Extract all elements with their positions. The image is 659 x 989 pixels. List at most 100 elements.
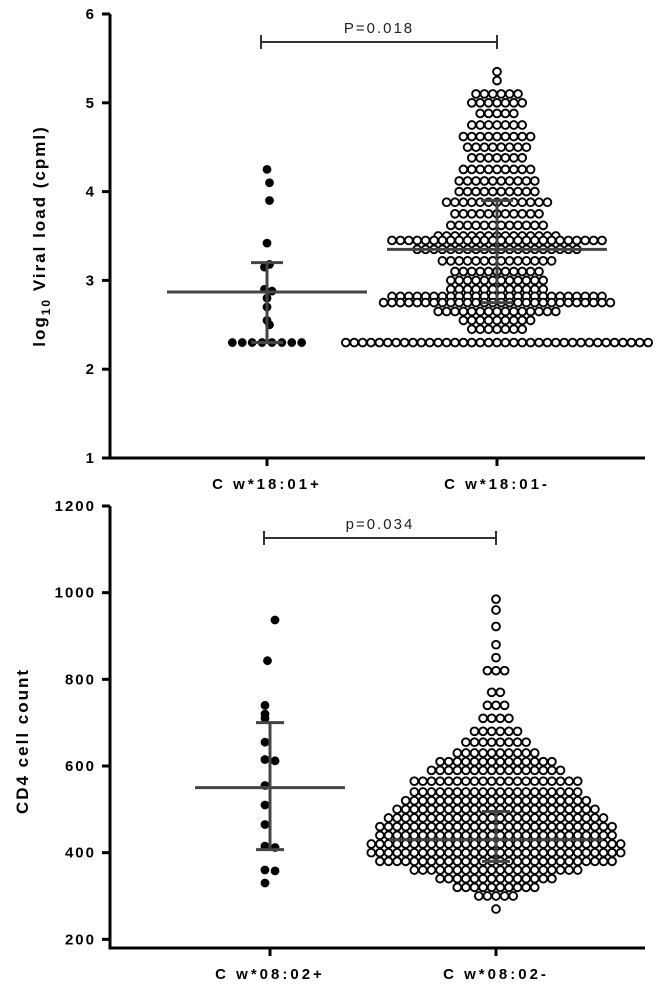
data-point: [512, 765, 523, 776]
data-point: [479, 89, 490, 99]
data-point: [387, 297, 397, 308]
data-point: [443, 813, 454, 823]
data-point: [461, 882, 471, 893]
data-point: [426, 856, 437, 867]
data-point: [597, 297, 607, 308]
data-point: [607, 856, 617, 867]
data-point: [513, 256, 523, 266]
x-category-label: C w*18:01+: [212, 476, 322, 493]
data-point: [478, 787, 488, 797]
data-point: [581, 839, 592, 849]
data-point: [508, 315, 519, 326]
data-point: [454, 256, 465, 266]
data-point: [458, 337, 469, 348]
data-point: [504, 756, 514, 767]
data-point: [462, 297, 473, 308]
data-point: [473, 891, 484, 901]
data-point: [466, 324, 477, 335]
data-point: [529, 830, 540, 841]
data-point: [607, 821, 617, 832]
data-point: [495, 873, 506, 884]
data-point: [486, 776, 497, 787]
data-point: [418, 821, 428, 832]
data-point: [492, 306, 502, 317]
data-point: [486, 813, 497, 823]
data-point: [512, 748, 523, 758]
data-point: [383, 839, 394, 849]
data-point: [483, 208, 494, 219]
data-point: [534, 337, 544, 348]
data-point: [483, 306, 494, 317]
data-point: [521, 856, 531, 867]
data-point: [454, 220, 465, 231]
data-point: [486, 795, 497, 806]
data-point: [469, 737, 480, 748]
data-point: [403, 235, 414, 246]
data-point: [475, 153, 486, 163]
data-point: [538, 821, 549, 832]
data-point: [461, 873, 471, 884]
data-point: [357, 337, 368, 348]
data-point: [491, 891, 501, 901]
data-point: [262, 238, 272, 248]
data-point: [563, 297, 574, 308]
data-point: [564, 776, 574, 787]
data-point: [572, 795, 583, 806]
data-point: [492, 120, 502, 130]
data-point: [504, 882, 514, 893]
data-point: [445, 220, 456, 231]
data-point: [564, 787, 574, 797]
data-point: [500, 208, 511, 219]
data-point: [400, 830, 411, 841]
data-point: [529, 821, 540, 832]
data-point: [260, 878, 270, 888]
data-point: [512, 804, 523, 815]
data-point: [508, 208, 519, 219]
data-point: [418, 847, 428, 858]
data-point: [529, 176, 540, 186]
data-point: [504, 776, 514, 787]
data-point: [461, 787, 471, 797]
data-point: [483, 266, 494, 277]
data-point: [581, 795, 592, 806]
data-point: [443, 776, 454, 787]
data-point: [492, 337, 502, 348]
data-point: [400, 821, 411, 832]
p-value-annotation: p=0.034: [346, 516, 415, 533]
data-point: [588, 235, 599, 246]
data-point: [521, 748, 531, 758]
data-point: [433, 337, 444, 348]
data-point: [525, 266, 536, 277]
data-point: [349, 337, 360, 348]
data-point: [555, 235, 565, 246]
data-point: [504, 830, 514, 841]
data-point: [443, 865, 454, 875]
data-point: [547, 873, 557, 884]
data-point: [504, 873, 514, 884]
data-point: [452, 787, 463, 797]
data-point: [529, 765, 540, 776]
data-point: [618, 337, 628, 348]
data-point: [375, 839, 385, 849]
data-point: [486, 865, 497, 875]
data-point: [475, 131, 486, 142]
data-point: [571, 297, 582, 308]
data-point: [495, 726, 506, 737]
data-point: [400, 795, 411, 806]
data-point: [521, 765, 531, 776]
data-point: [461, 830, 471, 841]
data-point: [588, 297, 599, 308]
data-point: [486, 839, 497, 849]
data-point: [435, 787, 445, 797]
data-point: [500, 131, 511, 142]
data-point: [598, 830, 609, 841]
data-point: [478, 737, 488, 748]
data-point: [479, 186, 490, 197]
data-point: [461, 847, 471, 858]
data-point: [443, 856, 454, 867]
data-point: [435, 821, 445, 832]
data-point: [418, 830, 428, 841]
data-point: [227, 338, 237, 347]
data-point: [499, 700, 510, 711]
data-point: [590, 813, 600, 823]
